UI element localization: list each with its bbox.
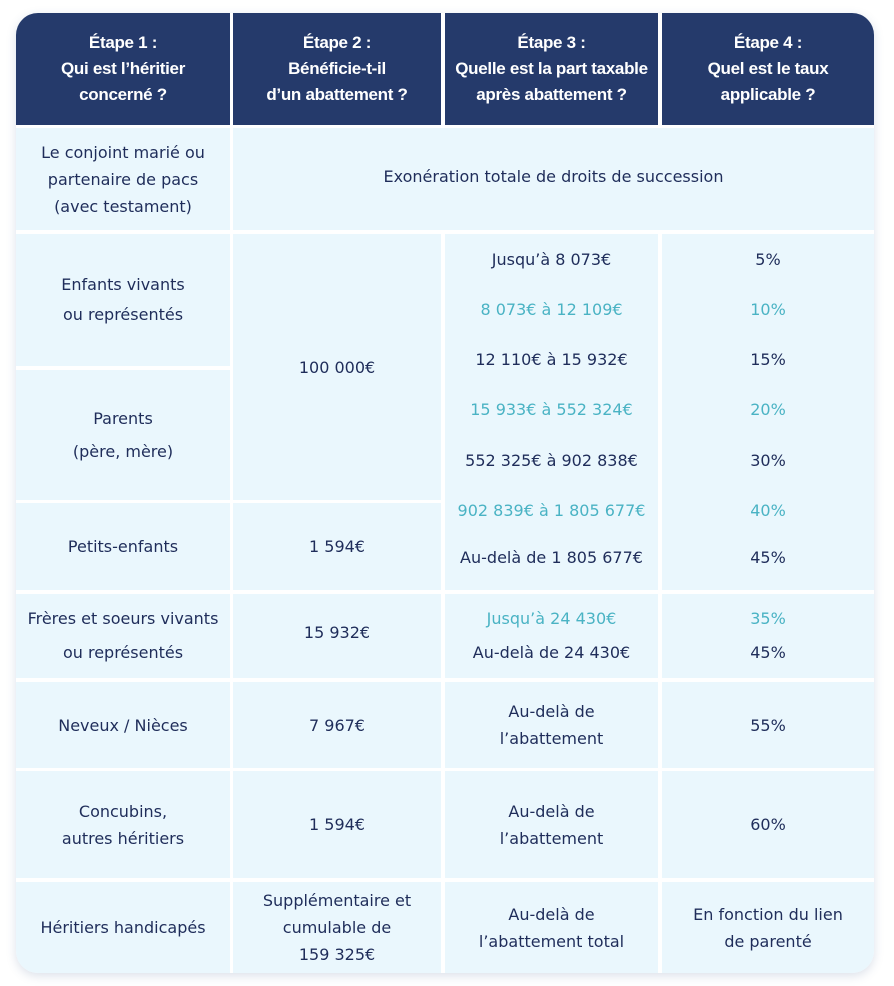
text-line: En fonction du lien — [693, 904, 843, 924]
text-line: ou représentés — [62, 305, 184, 324]
bracket-range: Au-delà de 1 805 677€ — [460, 548, 643, 567]
siblings-rates: 35% 45% — [662, 594, 874, 678]
heir-disabled: Héritiers handicapés — [16, 882, 230, 973]
text-line: partenaire de pacs — [47, 169, 199, 189]
text-line: Héritiers handicapés — [40, 918, 206, 937]
heir-nephews: Neveux / Nièces — [16, 682, 230, 768]
header-line: Étape 1 : — [88, 33, 158, 52]
text-line: (avec testament) — [54, 196, 192, 216]
bracket-rate: 45% — [750, 643, 786, 662]
text-line: Au-delà de — [508, 801, 595, 821]
header-step-2: Étape 2 : Bénéficie-t-il d’un abattement ? — [233, 13, 441, 125]
part-disabled: Au-delà de l’abattement total — [445, 882, 658, 973]
bracket-range: 12 110€ à 15 932€ — [475, 350, 628, 369]
bracket-rate: 20% — [750, 400, 786, 419]
bracket-range: Jusqu’à 24 430€ — [486, 609, 617, 628]
text-line: Frères et soeurs vivants — [27, 609, 219, 628]
text-line: Au-delà de — [508, 702, 595, 721]
text-line: 55% — [750, 715, 786, 735]
bracket-rate: 45% — [750, 548, 786, 567]
header-line: Bénéficie-t-il — [288, 59, 386, 78]
heir-others: Concubins, autres héritiers — [16, 771, 230, 878]
header-step-3: Étape 3 : Quelle est la part taxable après… — [445, 13, 658, 125]
text-line: Exonération totale de droits de successi… — [383, 166, 724, 186]
bracket-rate: 15% — [750, 350, 786, 369]
header-line: après abattement ? — [476, 85, 627, 104]
bracket-rate: 30% — [750, 451, 786, 470]
text-line: 1 594€ — [309, 537, 365, 556]
bracket-range: 8 073€ à 12 109€ — [480, 300, 623, 319]
text-line: 60% — [750, 815, 786, 834]
text-line: l’abattement — [499, 828, 604, 848]
text-line: autres héritiers — [61, 828, 185, 848]
header-line: applicable ? — [720, 85, 816, 104]
rate-others: 60% — [662, 771, 874, 878]
text-line: 7 967€ — [309, 715, 365, 735]
header-line: Étape 4 : — [733, 33, 803, 52]
siblings-brackets: Jusqu’à 24 430€ Au-delà de 24 430€ — [445, 594, 658, 678]
text-line: 100 000€ — [298, 357, 376, 377]
bracket-rate: 40% — [750, 501, 786, 520]
text-line: (père, mère) — [72, 442, 174, 461]
text-line: Supplémentaire et — [262, 891, 412, 910]
bracket-range: 15 933€ à 552 324€ — [470, 400, 633, 419]
heir-siblings: Frères et soeurs vivants ou représentés — [16, 594, 230, 678]
heir-spouse: Le conjoint marié ou partenaire de pacs (a… — [16, 128, 230, 230]
text-line: Parents — [93, 409, 153, 428]
text-line: de parenté — [724, 931, 812, 951]
heir-children: Enfants vivants ou représentés — [16, 234, 230, 366]
text-line: Concubins, — [78, 801, 168, 821]
header-line: Quel est le taux — [707, 59, 829, 78]
direct-brackets: Jusqu’à 8 073€ 8 073€ à 12 109€ 12 110€ … — [445, 234, 658, 590]
allowance-direct: 100 000€ — [233, 234, 441, 500]
direct-rates: 5% 10% 15% 20% 30% 40% 45% — [662, 234, 874, 590]
allowance-disabled: Supplémentaire et cumulable de 159 325€ — [233, 882, 441, 973]
bracket-range: Jusqu’à 8 073€ — [491, 250, 612, 269]
allowance-siblings: 15 932€ — [233, 594, 441, 678]
bracket-range: Au-delà de 24 430€ — [472, 643, 631, 662]
allowance-others: 1 594€ — [233, 771, 441, 878]
text-line: 15 932€ — [303, 622, 371, 642]
text-line: Au-delà de — [508, 904, 595, 924]
inheritance-tax-table: Étape 1 : Qui est l’héritier concerné ? Ét… — [16, 13, 874, 973]
bracket-rate: 5% — [755, 250, 781, 269]
header-line: Étape 2 : — [302, 33, 372, 52]
spouse-exemption: Exonération totale de droits de successi… — [233, 128, 874, 230]
text-line: 159 325€ — [298, 945, 376, 964]
part-others: Au-delà de l’abattement — [445, 771, 658, 878]
rate-nephews: 55% — [662, 682, 874, 768]
allowance-grandchildren: 1 594€ — [233, 503, 441, 590]
bracket-rate: 10% — [750, 300, 786, 319]
header-step-4: Étape 4 : Quel est le taux applicable ? — [662, 13, 874, 125]
header-step-1: Étape 1 : Qui est l’héritier concerné ? — [16, 13, 230, 125]
header-line: Quelle est la part taxable — [455, 59, 648, 78]
text-line: Neveux / Nièces — [58, 715, 188, 735]
header-line: concerné ? — [79, 85, 167, 104]
header-line: Qui est l’héritier — [60, 59, 186, 78]
text-line: 1 594€ — [309, 815, 365, 834]
header-line: d’un abattement ? — [266, 85, 408, 104]
text-line: ou représentés — [62, 643, 184, 662]
text-line: Enfants vivants — [61, 275, 185, 294]
text-line: cumulable de — [282, 918, 392, 937]
text-line: Le conjoint marié ou — [41, 142, 205, 162]
rate-disabled: En fonction du lien de parenté — [662, 882, 874, 973]
bracket-range: 552 325€ à 902 838€ — [465, 451, 638, 470]
bracket-range: 902 839€ à 1 805 677€ — [457, 501, 646, 520]
header-line: Étape 3 : — [517, 33, 586, 52]
heir-grandchildren: Petits-enfants — [16, 503, 230, 590]
text-line: l’abattement — [499, 729, 604, 748]
text-line: l’abattement total — [478, 931, 625, 951]
allowance-nephews: 7 967€ — [233, 682, 441, 768]
bracket-rate: 35% — [750, 609, 786, 628]
part-nephews: Au-delà de l’abattement — [445, 682, 658, 768]
text-line: Petits-enfants — [67, 537, 179, 556]
heir-parents: Parents (père, mère) — [16, 370, 230, 500]
